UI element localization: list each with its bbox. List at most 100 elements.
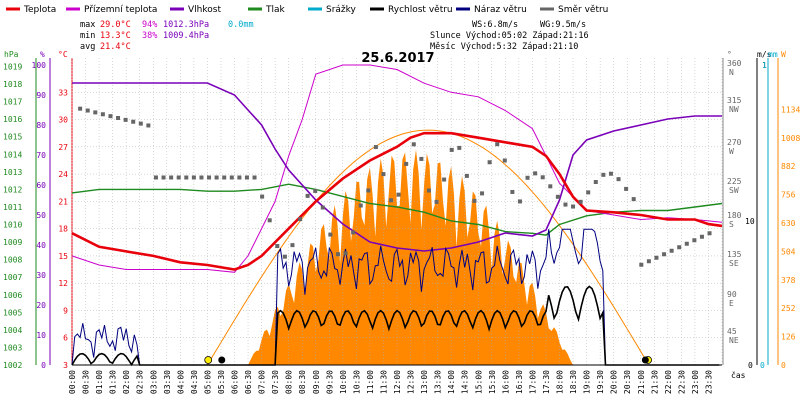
moonset-marker [641, 356, 649, 364]
ms-axis-label: m/s [757, 50, 772, 59]
wind-direction-point [525, 175, 530, 180]
mm-axis-label: mm [768, 50, 778, 59]
wind-direction-point [646, 259, 651, 264]
celsius-tick: 24 [58, 170, 68, 179]
wind-direction-point [677, 245, 682, 250]
x-tick-label: 19:00 [583, 370, 592, 394]
series-lines [71, 64, 723, 273]
pct-tick: 0 [41, 361, 46, 370]
wind-direction-point [244, 175, 249, 180]
pct-tick: 50 [36, 211, 46, 220]
avg-temp: 21.4°C [100, 42, 131, 52]
wind-direction-point [548, 184, 553, 189]
pct-tick: 90 [36, 91, 46, 100]
x-tick-label: 15:00 [474, 370, 483, 394]
pct-tick: 100 [32, 61, 47, 70]
wind-direction-point [252, 175, 257, 180]
wind-direction-point [237, 175, 242, 180]
wind-direction-point [131, 119, 136, 124]
hpa-axis-label: hPa [4, 50, 19, 59]
wind-direction-point [578, 199, 583, 204]
x-tick-label: 08:00 [285, 370, 294, 394]
hpa-tick: 1016 [3, 115, 22, 124]
wind-direction-point [692, 238, 697, 243]
ms-tick: 0 [748, 361, 753, 370]
x-tick-label: 11:00 [366, 370, 375, 394]
max-hum: 94% [142, 20, 157, 30]
wind-direction-point [146, 123, 151, 128]
hpa-tick: 1006 [3, 291, 22, 300]
deg-compass-tick: NE [729, 336, 739, 345]
hpa-tick: 1003 [3, 343, 22, 352]
sun-times: Slunce Východ:05:02 Západ:21:16 [430, 31, 589, 41]
w-tick: 0 [781, 361, 786, 370]
celsius-tick: 3 [63, 361, 68, 370]
hpa-tick: 1004 [3, 326, 22, 335]
axes: hPa1002100310041005100610071008100910101… [3, 50, 800, 370]
wind-direction-point [662, 252, 667, 257]
x-tick-label: 12:00 [393, 370, 402, 394]
x-tick-label: 18:30 [569, 370, 578, 394]
wind-direction-point [366, 188, 371, 193]
x-tick-label: 00:00 [68, 370, 77, 394]
celsius-tick: 33 [58, 88, 68, 97]
x-tick-label: 15:30 [488, 370, 497, 394]
max-press: 1012.3hPa [163, 20, 209, 30]
wind-direction-point [381, 172, 386, 177]
hpa-tick: 1018 [3, 80, 22, 89]
wind-direction-point [260, 194, 265, 199]
wind-direction-point [153, 175, 158, 180]
wind-direction-point [411, 142, 416, 147]
w-tick: 756 [781, 191, 796, 200]
hpa-tick: 1015 [3, 133, 22, 142]
deg-compass-tick: E [729, 299, 734, 308]
humidity-line [72, 82, 722, 252]
wind-direction-point [328, 232, 333, 237]
hpa-tick: 1012 [3, 185, 22, 194]
wind-direction-point [320, 205, 325, 210]
wind-direction-point [510, 189, 515, 194]
wind-direction-point [191, 175, 196, 180]
min-hum: 38% [142, 31, 157, 41]
x-tick-label: 04:30 [190, 370, 199, 394]
pct-tick: 80 [36, 121, 46, 130]
wind-series [71, 228, 720, 367]
chart-legend: Teplota Přízemní teplota Vlhkost Tlak Srážky… [6, 5, 608, 15]
wind-direction-point [608, 171, 613, 176]
w-tick: 1134 [781, 105, 800, 114]
x-tick-label: 02:00 [122, 370, 131, 394]
w-axis-label: W [781, 50, 786, 59]
wind-direction-point [616, 177, 621, 182]
w-tick: 882 [781, 162, 796, 171]
wind-direction-point [169, 175, 174, 180]
wind-direction-point [502, 158, 507, 163]
x-tick-label: 00:30 [82, 370, 91, 394]
wind-speed-line [71, 285, 720, 367]
wind-direction-point [176, 175, 181, 180]
x-tick-label: 03:30 [163, 370, 172, 394]
wind-direction-point [533, 171, 538, 176]
hpa-tick: 1013 [3, 168, 22, 177]
wind-direction-point [669, 248, 674, 253]
x-tick-label: 23:00 [691, 370, 700, 394]
x-tick-label: 17:00 [528, 370, 537, 394]
wind-direction-point [275, 244, 280, 249]
wind-direction-point [100, 112, 105, 117]
hpa-tick: 1017 [3, 98, 22, 107]
x-tick-label: 10:30 [352, 370, 361, 394]
legend-label: Tlak [265, 5, 286, 15]
wind-direction-point [654, 255, 659, 260]
wind-direction-point [298, 217, 303, 222]
wind-direction-point [282, 254, 287, 259]
x-tick-label: 20:30 [623, 370, 632, 394]
wind-direction-point [207, 175, 212, 180]
w-tick: 630 [781, 219, 796, 228]
wind-direction-point [699, 234, 704, 239]
hpa-tick: 1002 [3, 361, 22, 370]
deg-tick: 90 [727, 290, 737, 299]
hpa-tick: 1008 [3, 256, 22, 265]
sunrise-marker [204, 356, 213, 364]
deg-compass-tick: N [729, 68, 734, 77]
wind-direction-point [434, 199, 439, 204]
wind-direction-point [116, 116, 121, 120]
